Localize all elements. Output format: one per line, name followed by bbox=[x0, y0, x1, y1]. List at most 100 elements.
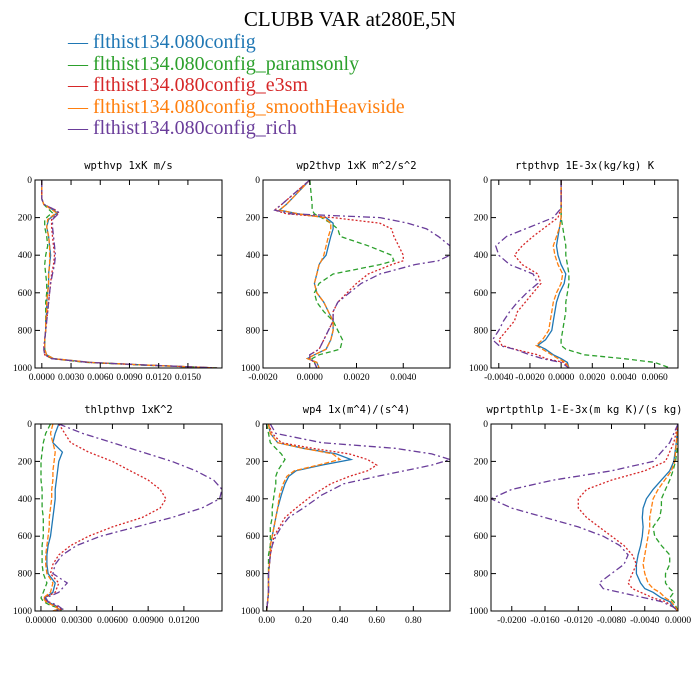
series-line bbox=[577, 424, 678, 611]
x-tick-label: 0.60 bbox=[368, 616, 385, 626]
legend-marker: — bbox=[68, 52, 88, 75]
series-line bbox=[498, 180, 570, 368]
x-tick-label: 0.01200 bbox=[168, 616, 199, 626]
x-tick-label: -0.0020 bbox=[515, 373, 545, 383]
legend-entry: — flthist134.080config_e3sm bbox=[68, 75, 405, 97]
legend-entry: — flthist134.080config_paramsonly bbox=[68, 52, 405, 76]
legend-label: flthist134.080config_e3sm bbox=[93, 74, 308, 96]
series-line bbox=[277, 180, 334, 368]
series-line bbox=[635, 424, 678, 611]
legend-marker: — bbox=[68, 117, 88, 139]
y-tick-label: 1000 bbox=[241, 607, 260, 617]
series-line bbox=[266, 424, 342, 611]
series-line bbox=[491, 180, 570, 368]
y-tick-label: 0 bbox=[483, 176, 488, 186]
x-tick-label: 0.00 bbox=[258, 616, 275, 626]
figure-title: CLUBB VAR at280E,5N bbox=[243, 7, 457, 31]
series-line bbox=[44, 424, 222, 611]
series-line bbox=[642, 424, 678, 611]
x-tick-label: 0.00300 bbox=[61, 616, 92, 626]
series-line bbox=[277, 180, 334, 368]
y-tick-label: 0 bbox=[27, 420, 32, 430]
legend-entry: — flthist134.080config bbox=[68, 32, 405, 54]
x-tick-label: -0.0040 bbox=[630, 616, 660, 626]
x-tick-label: 0.0020 bbox=[579, 373, 605, 383]
series-line bbox=[40, 424, 65, 611]
legend-label: flthist134.080config bbox=[93, 31, 256, 53]
plot-frame bbox=[34, 423, 223, 612]
x-tick-label: 0.0000 bbox=[297, 373, 323, 383]
x-tick-label: 0.0020 bbox=[343, 373, 369, 383]
series-line bbox=[41, 180, 218, 368]
y-tick-label: 1000 bbox=[469, 607, 488, 617]
series-line bbox=[41, 180, 218, 368]
x-tick-label: 0.0150 bbox=[175, 373, 201, 383]
y-tick-label: 200 bbox=[474, 214, 489, 224]
y-tick-label: 200 bbox=[474, 457, 489, 467]
chart-panel: rtpthvp 1E-3x(kg/kg) K02004006008001000-… bbox=[469, 160, 679, 383]
y-tick-label: 600 bbox=[18, 532, 33, 542]
series-line bbox=[41, 180, 218, 368]
chart-title: wp2thvp 1xK m^2/s^2 bbox=[296, 160, 416, 172]
y-tick-label: 400 bbox=[246, 251, 261, 261]
legend-marker: — bbox=[68, 31, 88, 53]
y-tick-label: 800 bbox=[474, 326, 489, 336]
y-tick-label: 0 bbox=[255, 420, 260, 430]
series-line bbox=[536, 180, 570, 368]
y-tick-label: 600 bbox=[246, 532, 261, 542]
chart-title: wprtpthlp 1-E-3x(m kg K)/(s kg) bbox=[487, 404, 683, 416]
x-tick-label: 0.0000 bbox=[29, 373, 55, 383]
chart-title: rtpthvp 1E-3x(kg/kg) K bbox=[515, 160, 655, 172]
y-tick-label: 0 bbox=[483, 420, 488, 430]
chart-title: thlpthvp 1xK^2 bbox=[84, 404, 173, 416]
x-tick-label: 0.00000 bbox=[26, 616, 57, 626]
y-tick-label: 800 bbox=[246, 570, 261, 580]
series-line bbox=[491, 424, 678, 611]
x-tick-label: 0.0060 bbox=[642, 373, 668, 383]
legend-marker: — bbox=[68, 95, 88, 118]
legend-label: flthist134.080config_paramsonly bbox=[93, 52, 360, 75]
series-line bbox=[560, 180, 671, 368]
chart-title: wp4 1x(m^4)/(s^4) bbox=[303, 404, 410, 416]
series-line bbox=[266, 424, 286, 611]
y-tick-label: 400 bbox=[474, 495, 489, 505]
x-tick-label: 0.0000 bbox=[548, 373, 574, 383]
x-tick-label: 0.0090 bbox=[116, 373, 142, 383]
x-tick-label: -0.0200 bbox=[497, 616, 527, 626]
series-line bbox=[266, 424, 378, 611]
series-line bbox=[273, 180, 404, 368]
x-tick-label: 0.0000 bbox=[665, 616, 691, 626]
chart-panel: wp2thvp 1xK m^2/s^2 0 200 400 600 800 1000-0.0… bbox=[241, 160, 451, 383]
x-tick-label: 0.80 bbox=[405, 616, 422, 626]
x-tick-label: -0.0120 bbox=[564, 616, 594, 626]
y-tick-label: 0 bbox=[27, 176, 32, 186]
y-tick-label: 800 bbox=[474, 570, 489, 580]
x-tick-label: 0.0120 bbox=[146, 373, 172, 383]
series-line bbox=[41, 180, 218, 368]
series-line bbox=[41, 180, 218, 368]
x-tick-label: 0.0040 bbox=[390, 373, 416, 383]
y-tick-label: 1000 bbox=[241, 364, 260, 374]
series-line bbox=[309, 180, 395, 368]
series-line bbox=[273, 180, 450, 368]
plot-frame bbox=[490, 423, 679, 612]
y-tick-label: 800 bbox=[246, 326, 261, 336]
series-line bbox=[535, 180, 570, 368]
x-tick-label: 0.40 bbox=[332, 616, 349, 626]
series-line bbox=[652, 424, 678, 611]
y-tick-label: 600 bbox=[18, 289, 33, 299]
y-tick-label: 400 bbox=[18, 251, 33, 261]
legend-label: flthist134.080config_smoothHeaviside bbox=[93, 95, 405, 118]
series-line bbox=[42, 424, 61, 611]
y-tick-label: 0 bbox=[255, 176, 260, 186]
legend-entry: — flthist134.080config_rich bbox=[68, 118, 405, 140]
x-tick-label: 0.20 bbox=[295, 616, 312, 626]
x-tick-label: 0.0040 bbox=[610, 373, 636, 383]
x-tick-label: 0.00600 bbox=[97, 616, 128, 626]
y-tick-label: 400 bbox=[18, 495, 33, 505]
x-tick-label: 0.00900 bbox=[133, 616, 164, 626]
legend-label: flthist134.080config_rich bbox=[93, 117, 297, 139]
series-line bbox=[266, 424, 450, 611]
